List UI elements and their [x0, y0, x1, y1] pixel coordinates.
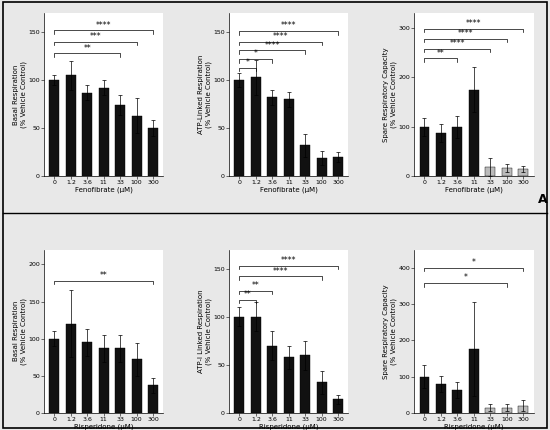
Text: **: **	[244, 290, 251, 299]
Bar	[485, 408, 495, 413]
Bar	[453, 390, 463, 413]
Text: *: *	[464, 273, 468, 282]
Bar	[99, 88, 109, 176]
X-axis label: Risperidone (μM): Risperidone (μM)	[444, 424, 504, 430]
Text: ****: ****	[273, 267, 288, 276]
Bar	[333, 399, 343, 413]
Bar	[66, 75, 76, 176]
Text: B: B	[538, 429, 548, 430]
Bar	[420, 377, 430, 413]
Bar	[131, 116, 141, 176]
Text: ****: ****	[281, 22, 296, 31]
Bar	[420, 127, 430, 176]
Text: **: **	[252, 281, 260, 290]
Bar	[66, 324, 76, 413]
Bar	[518, 405, 528, 413]
X-axis label: Risperidone (μM): Risperidone (μM)	[259, 424, 318, 430]
Bar	[317, 158, 327, 176]
Bar	[148, 385, 158, 413]
Bar	[469, 89, 478, 176]
Text: *: *	[254, 49, 258, 58]
Bar	[502, 408, 512, 413]
Bar	[469, 349, 478, 413]
X-axis label: Fenofibrate (μM): Fenofibrate (μM)	[75, 187, 133, 193]
X-axis label: Fenofibrate (μM): Fenofibrate (μM)	[445, 187, 503, 193]
X-axis label: Risperidone (μM): Risperidone (μM)	[74, 424, 134, 430]
Text: **: **	[84, 43, 91, 52]
Bar	[300, 355, 310, 413]
Bar	[251, 317, 261, 413]
Text: ***: ***	[90, 32, 101, 41]
Y-axis label: Spare Respiratory Capacity
(% Vehicle Control): Spare Respiratory Capacity (% Vehicle Co…	[383, 47, 397, 142]
Bar	[99, 348, 109, 413]
Bar	[82, 342, 92, 413]
Y-axis label: Basal Respiration
(% Vehicle Control): Basal Respiration (% Vehicle Control)	[13, 61, 27, 128]
Bar	[148, 128, 158, 176]
Bar	[333, 157, 343, 176]
Bar	[267, 346, 277, 413]
Bar	[131, 359, 141, 413]
Bar	[485, 167, 495, 176]
Bar	[453, 127, 463, 176]
Bar	[234, 317, 244, 413]
Bar	[115, 348, 125, 413]
Bar	[267, 97, 277, 176]
Text: A: A	[538, 193, 548, 206]
Text: *: *	[472, 258, 476, 267]
Bar	[284, 357, 294, 413]
Text: ****: ****	[281, 256, 296, 265]
Bar	[436, 132, 446, 176]
Text: ****: ****	[458, 29, 474, 38]
Bar	[251, 77, 261, 176]
Bar	[317, 382, 327, 413]
Y-axis label: Basal Respiration
(% Vehicle Control): Basal Respiration (% Vehicle Control)	[13, 298, 27, 365]
Bar	[284, 99, 294, 176]
Bar	[518, 169, 528, 176]
Y-axis label: ATP-I Linked Respiration
(% Vehicle Control): ATP-I Linked Respiration (% Vehicle Cont…	[199, 289, 212, 373]
Y-axis label: Spare Respiratory Capacity
(% Vehicle Control): Spare Respiratory Capacity (% Vehicle Co…	[383, 284, 397, 378]
X-axis label: Fenofibrate (μM): Fenofibrate (μM)	[260, 187, 318, 193]
Bar	[436, 384, 446, 413]
Text: *: *	[246, 58, 250, 67]
Text: **: **	[437, 49, 445, 58]
Bar	[115, 105, 125, 176]
Text: ****: ****	[96, 21, 112, 30]
Text: ****: ****	[265, 41, 280, 50]
Text: ****: ****	[449, 39, 465, 48]
Y-axis label: ATP-Linked Respiration
(% Vehicle Control): ATP-Linked Respiration (% Vehicle Contro…	[199, 55, 212, 134]
Text: **: **	[100, 271, 108, 280]
Text: ****: ****	[466, 19, 482, 28]
Bar	[50, 338, 59, 413]
Bar	[234, 80, 244, 176]
Bar	[502, 168, 512, 176]
Bar	[82, 92, 92, 176]
Text: ****: ****	[273, 32, 288, 41]
Bar	[50, 80, 59, 176]
Bar	[300, 145, 310, 176]
